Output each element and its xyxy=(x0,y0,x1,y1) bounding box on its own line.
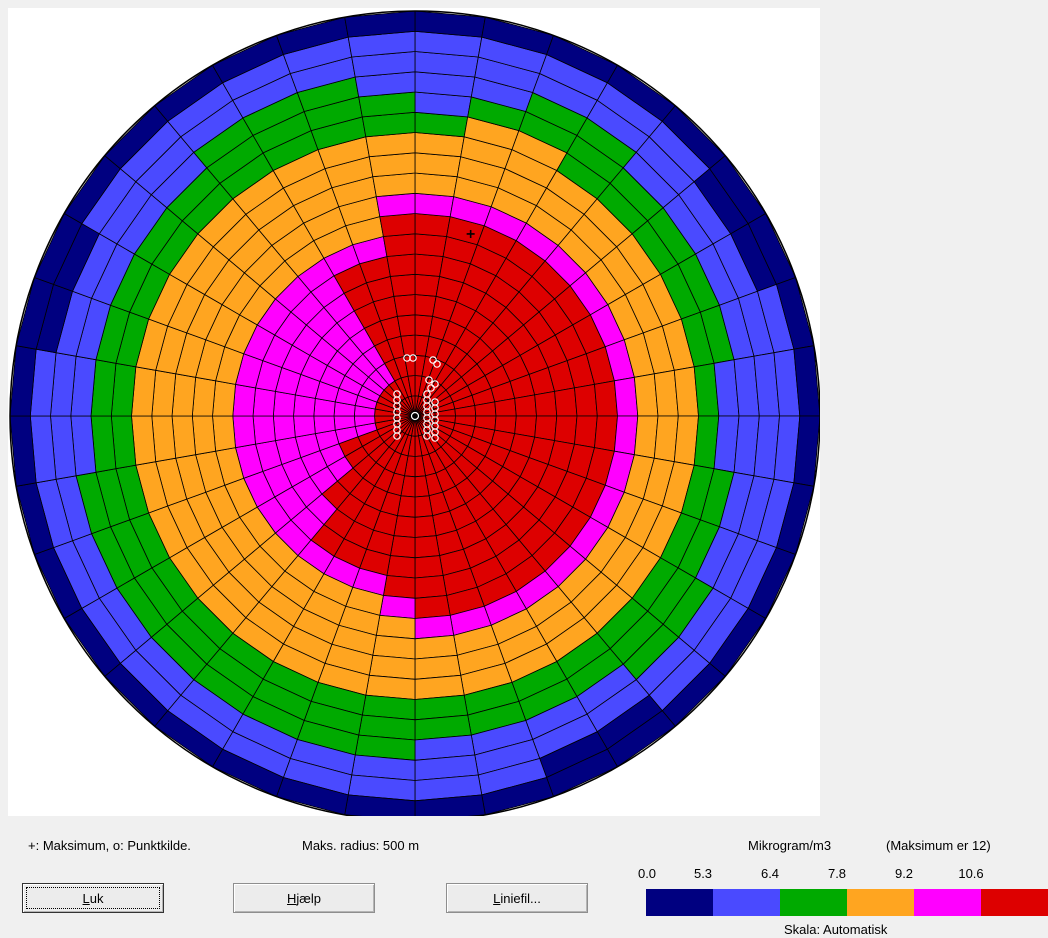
rose-cell xyxy=(574,383,598,417)
rose-cell xyxy=(382,575,416,599)
rose-cell xyxy=(379,213,416,237)
point-source-marker xyxy=(423,432,431,440)
rose-cell xyxy=(534,415,558,442)
rose-cell xyxy=(534,390,558,417)
rose-cell xyxy=(594,380,618,417)
rose-cell xyxy=(574,415,598,449)
point-source-marker xyxy=(393,432,401,440)
rose-cell xyxy=(414,213,451,237)
rose-cell xyxy=(379,595,416,619)
help-button[interactable]: Hjælp xyxy=(233,883,375,913)
rose-cell xyxy=(414,273,441,297)
close-button-label: Luk xyxy=(82,890,104,906)
rose-cell xyxy=(554,387,578,417)
marker-legend-text: +: Maksimum, o: Punktkilde. xyxy=(28,838,191,853)
rose-cell xyxy=(414,192,455,218)
rose-cell xyxy=(232,415,256,449)
point-source-marker xyxy=(433,360,441,368)
rose-cell xyxy=(313,415,336,435)
rose-cell xyxy=(514,394,537,417)
rose-cell xyxy=(272,390,296,417)
rose-cell xyxy=(382,233,416,257)
point-source-marker xyxy=(429,356,437,364)
rose-cell xyxy=(414,794,486,816)
rose-cell xyxy=(252,415,276,445)
legend-swatch-0 xyxy=(646,889,713,916)
rose-cell xyxy=(414,253,444,277)
rose-cell xyxy=(272,415,296,442)
rose-cell xyxy=(393,294,416,317)
rose-cell xyxy=(414,515,437,538)
scale-tick-2: 6.4 xyxy=(760,866,780,881)
maximum-marker xyxy=(466,229,475,238)
legend-swatch-1 xyxy=(713,889,780,916)
scale-tick-0: 0.0 xyxy=(637,866,657,881)
rose-cell xyxy=(252,387,276,417)
help-button-label: Hjælp xyxy=(287,890,321,906)
scale-tick-4: 9.2 xyxy=(894,866,914,881)
scale-tick-3: 7.8 xyxy=(827,866,847,881)
scale-tick-1: 5.3 xyxy=(693,866,713,881)
rose-cell xyxy=(212,380,236,417)
maximum-value-text: (Maksimum er 12) xyxy=(886,838,991,853)
rose-cell xyxy=(375,192,416,218)
rose-cell xyxy=(191,415,217,456)
rose-cell xyxy=(554,415,578,445)
plot-panel xyxy=(8,8,820,816)
point-source-marker xyxy=(431,380,439,388)
max-radius-text: Maks. radius: 500 m xyxy=(302,838,420,853)
rose-cell xyxy=(414,535,441,559)
rose-cell xyxy=(793,345,820,417)
rose-cell xyxy=(212,415,236,452)
scale-tick-5: 10.6 xyxy=(958,866,984,881)
rose-cell xyxy=(396,314,416,337)
legend-swatch-4 xyxy=(914,889,981,916)
rose-cell xyxy=(386,555,416,579)
rose-outline xyxy=(9,10,820,816)
color-scale-bar xyxy=(646,889,1048,916)
point-source-marker xyxy=(427,384,435,392)
line-file-button-label: Liniefil... xyxy=(493,890,541,906)
point-source-marker xyxy=(425,376,433,384)
center-marker xyxy=(410,411,420,421)
rose-cell xyxy=(414,595,451,619)
rose-cell xyxy=(293,415,316,438)
scale-mode-text: Skala: Automatisk xyxy=(784,922,888,937)
rose-cell xyxy=(414,233,448,257)
rose-cell xyxy=(386,253,416,277)
legend-swatch-5 xyxy=(981,889,1048,916)
rose-cell xyxy=(613,415,639,456)
rose-cell xyxy=(414,495,434,518)
rose-cell xyxy=(389,535,416,559)
line-file-button[interactable]: Liniefil... xyxy=(446,883,588,913)
rose-cell xyxy=(232,383,256,417)
close-button[interactable]: Luk xyxy=(22,883,164,913)
rose-cell xyxy=(613,376,639,417)
point-source-marker xyxy=(431,434,439,442)
point-source-marker xyxy=(409,354,417,362)
rose-cell xyxy=(191,376,217,417)
legend-swatch-2 xyxy=(780,889,847,916)
concentration-rose-chart xyxy=(9,10,820,816)
rose-cell xyxy=(594,415,618,452)
rose-cell xyxy=(389,273,416,297)
rose-cell xyxy=(414,555,444,579)
rose-cell xyxy=(375,614,416,640)
rose-cell xyxy=(494,397,517,417)
rose-cell xyxy=(414,575,448,599)
legend-swatch-3 xyxy=(847,889,914,916)
unit-label: Mikrogram/m3 xyxy=(748,838,832,853)
rose-cell xyxy=(414,614,455,640)
